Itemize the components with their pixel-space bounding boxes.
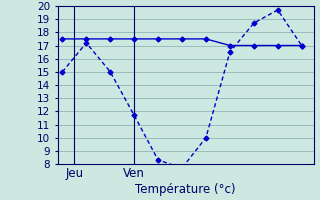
X-axis label: Température (°c): Température (°c): [135, 183, 236, 196]
